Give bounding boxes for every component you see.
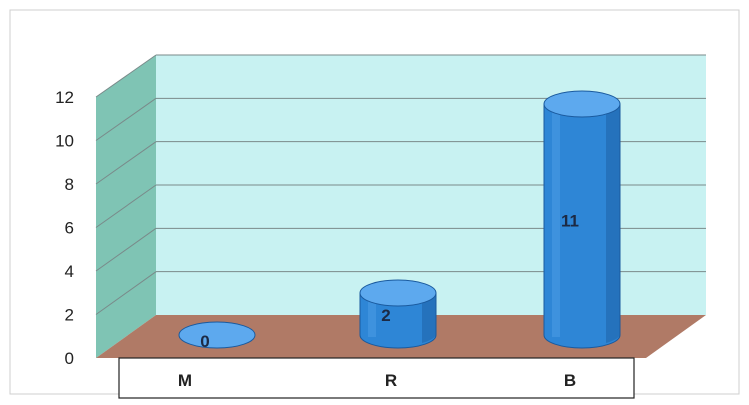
- y-tick-label: 10: [55, 132, 74, 151]
- bar-shade: [422, 293, 436, 343]
- y-axis-ticks: 0 2 4 6 8 10 12: [55, 88, 74, 368]
- bar-cylinder-r: [359, 279, 437, 349]
- y-tick-label: 2: [65, 306, 74, 325]
- bar-highlight: [552, 110, 560, 337]
- gridline-side: [95, 184, 157, 228]
- bar-top: [543, 90, 621, 118]
- y-tick-label: 6: [65, 219, 74, 238]
- gridline-side: [95, 271, 157, 315]
- category-axis-box: [118, 357, 635, 399]
- y-tick-label: 0: [65, 349, 74, 368]
- bars: 0 2 11: [178, 90, 621, 351]
- y-tick-label: 8: [65, 175, 74, 194]
- x-tick-label-r: R: [385, 371, 397, 390]
- bar-cylinder-m: [178, 321, 256, 349]
- bar-top: [359, 279, 437, 307]
- y-tick-label: 4: [65, 262, 74, 281]
- data-label: 2: [381, 306, 390, 325]
- x-tick-label-m: M: [178, 371, 192, 390]
- bar-highlight: [368, 299, 376, 337]
- x-tick-label-b: B: [564, 371, 576, 390]
- gridline-side: [95, 141, 157, 185]
- gridline-side: [95, 97, 157, 141]
- bar-cylinder-b: [543, 90, 621, 349]
- bar-body: [359, 292, 437, 349]
- bar-top: [178, 321, 256, 349]
- data-label: 11: [561, 212, 579, 231]
- gridline-side: [95, 54, 157, 98]
- bar-shade: [606, 104, 620, 343]
- data-label: 0: [200, 332, 209, 351]
- bar-body: [543, 103, 621, 349]
- gridline-side: [95, 227, 157, 272]
- y-tick-label: 12: [55, 88, 74, 107]
